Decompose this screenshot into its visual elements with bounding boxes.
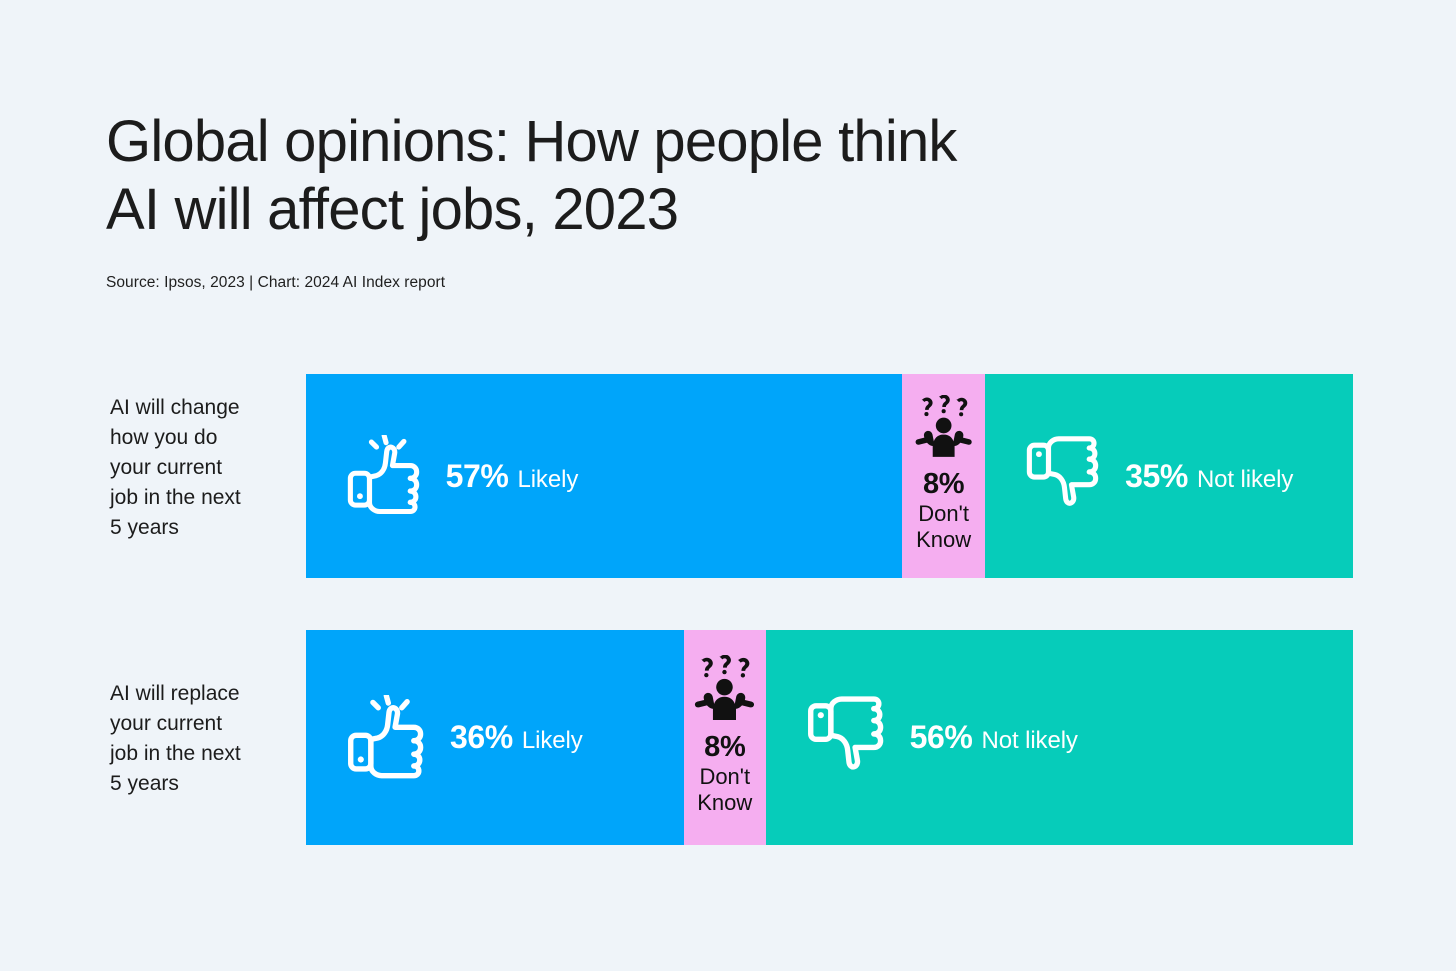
segment-label: Not likely [1196,465,1294,493]
person-silhouette [695,678,755,721]
bar-segment-dont-know[interactable]: 8% Don't Know [901,374,986,578]
chart-header: Global opinions: How people think AI wil… [106,108,1206,292]
bar-segment-not-likely[interactable]: 56% Not likely [765,630,1353,845]
thumbs-up-icon [348,694,424,778]
segment-percent: 57% [445,457,509,494]
segment-percent: 36% [450,719,513,755]
stacked-bar: 57% Likely 8% Don't Know 35% Not likely [306,374,1353,578]
segment-label: Likely [521,727,583,754]
segment-percent: 8% [922,468,965,501]
page-title: Global opinions: How people think AI wil… [106,109,957,242]
segment-percent: 56% [909,719,973,755]
segment-value-label: 57% Likely [446,458,579,495]
segment-value-label: 36% Likely [450,719,583,756]
segment-label-line1: Don't [918,500,969,526]
segment-percent: 35% [1125,457,1188,494]
shrug-person-icon [915,395,972,457]
bar-segment-likely[interactable]: 57% Likely [306,374,902,578]
segment-label: Not likely [981,727,1078,754]
source-caption: Source: Ipsos, 2023 | Chart: 2024 AI Ind… [106,273,446,291]
bar-segment-dont-know[interactable]: 8% Don't Know [683,630,766,845]
stacked-bar: 36% Likely 8% Don't Know 56% Not likely [306,630,1353,845]
question-marks [701,655,750,678]
thumbs-down-icon [807,695,883,770]
segment-label-line2: Know [697,790,753,816]
segment-label-line2: Know [916,527,972,553]
shrug-person-icon [695,655,755,721]
segment-label-line1: Don't [699,763,751,789]
bar-segment-not-likely[interactable]: 35% Not likely [985,374,1353,578]
segment-value-label: 35% Not likely [1125,458,1293,495]
row-category-label: AI will change how you do your current j… [110,396,241,540]
person-silhouette [915,417,972,457]
thumbs-down-icon [1027,436,1099,506]
segment-percent: 8% [704,731,746,764]
segment-label: Likely [517,465,579,493]
row-category-label: AI will replace your current job in the … [110,682,241,796]
thumbs-up-icon [347,435,420,515]
bar-segment-likely[interactable]: 36% Likely [306,630,684,845]
segment-value-label: 56% Not likely [910,719,1078,756]
question-marks [921,395,968,417]
